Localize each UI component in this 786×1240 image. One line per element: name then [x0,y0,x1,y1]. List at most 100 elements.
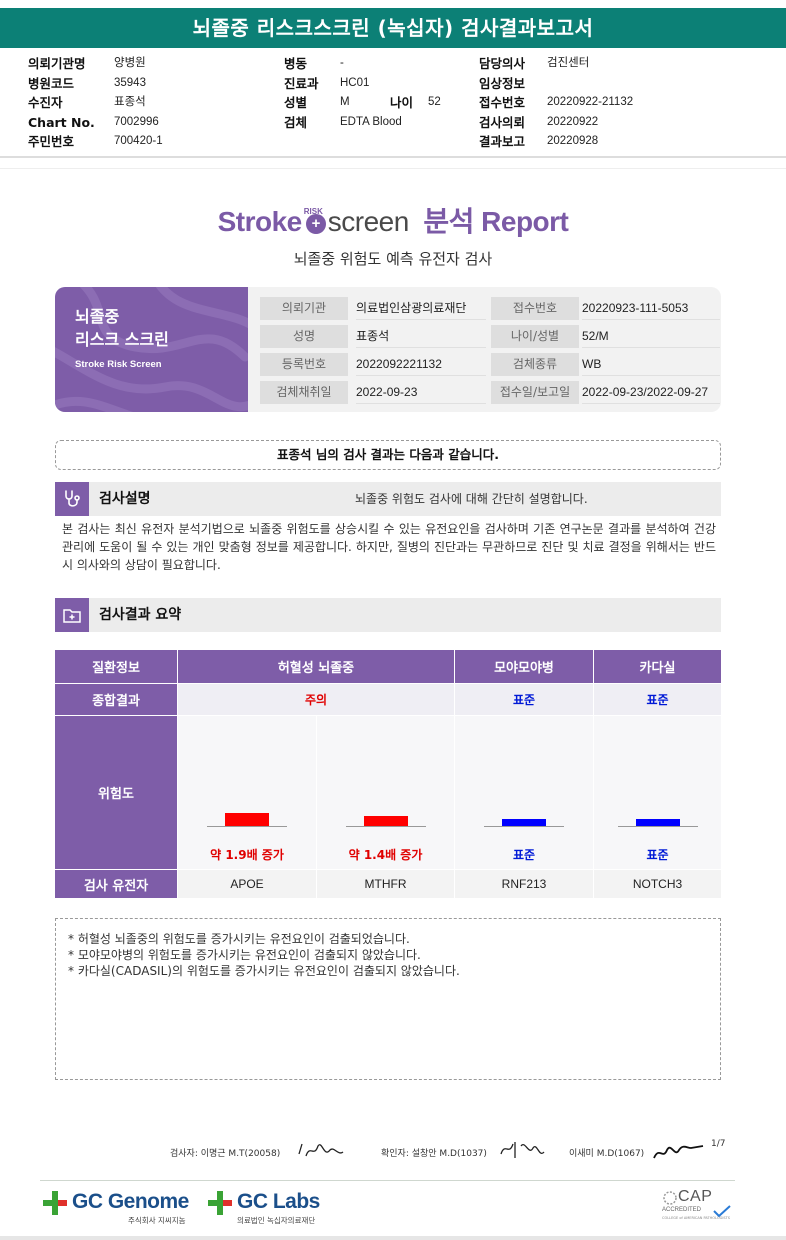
info-key: 나이/성별 [491,325,579,348]
header-field-value: - [340,57,344,69]
info-key: 의뢰기관 [260,297,348,320]
disease-name: 모야모야병 [455,650,593,683]
card-title-line1: 뇌졸중 [75,307,120,326]
cap-accredited-logo: CAP ACCREDITED COLLEGE of AMERICAN PATHO… [660,1188,735,1224]
age-label: 나이 [390,95,414,110]
header-field: 검사의뢰 20220922 [479,113,739,133]
plus-circle-icon: RISK + [304,207,326,234]
risk-cell: 약 1.9배 증가 [178,716,316,869]
stethoscope-icon [55,482,89,516]
gene-name: APOE [178,870,316,898]
header-field-value: HC01 [340,76,370,89]
info-row: 등록번호 2022092221132 검체종류 WB [260,350,720,378]
section-description-header: 검사설명 뇌졸중 위험도 검사에 대해 간단히 설명합니다. [55,482,721,516]
gene-name: RNF213 [455,870,593,898]
gc-cross-icon [43,1191,67,1215]
info-value: WB [582,353,720,376]
brand-stroke: Stroke [217,206,303,237]
header-field-value: M [340,96,350,108]
risk-bar [635,819,680,826]
header-divider-2 [0,168,786,169]
info-key: 접수번호 [491,297,579,320]
overall-result: 표준 [594,684,721,715]
info-grid: 의뢰기관 의료법인삼광의료재단 접수번호 20220923-111-5053 성명 표종석… [260,294,720,406]
gc-labs-name: GC Labs [237,1190,320,1214]
header-field-value: 양병원 [114,57,146,69]
brand-risk: RISK [303,207,323,216]
header-field: 주민번호 700420-1 [28,132,268,152]
confirmer-name: 확인자: 설창안 M.D(1037) [381,1149,487,1159]
header-field-value: 20220922-21132 [547,96,634,108]
overall-result: 표준 [455,684,593,715]
header-field-label: 병동 [284,56,308,71]
cap-mark-icon [663,1191,677,1205]
disease-name: 카다실 [594,650,721,683]
examiner-signature [298,1143,344,1157]
info-value: 2022092221132 [356,353,486,376]
risk-baseline [345,826,426,827]
disease-row-label: 질환정보 [55,650,177,683]
gc-labs-logo: GC Labs 의료법인 녹십자의료재단 [207,1190,320,1225]
report-subtitle: 뇌졸중 위험도 예측 유전자 검사 [293,250,493,268]
cap-title: CAP [678,1188,713,1205]
info-value: 52/M [582,325,720,348]
result-notes-box: * 허혈성 뇌졸중의 위험도를 증가시키는 유전요인이 검출되었습니다. * 모야… [55,918,721,1080]
examiner-name: 검사자: 이명근 M.T(20058) [170,1149,281,1159]
card-subtitle: Stroke Risk Screen [75,359,162,370]
header-field-label: 수진자 [28,95,63,110]
risk-bar [363,816,408,826]
header-field: Chart No. 7002996 [28,113,268,133]
doctor2-signature [653,1145,704,1159]
section-summary-header: 검사결과 요약 [55,598,721,632]
header-field-label: 검체 [284,114,308,130]
header-field: 성별 M [284,93,464,113]
card-banner: 뇌졸중 리스크 스크린 Stroke Risk Screen [55,287,248,412]
overall-result: 주의 [178,684,454,715]
info-key: 성명 [260,325,348,348]
gc-labs-sub: 의료법인 녹십자의료재단 [237,1216,316,1225]
description-paragraph: 본 검사는 최신 유전자 분석기법으로 뇌졸중 위험도를 상승시킬 수 있는 유… [62,522,716,572]
gc-labs-text: GC Labs [237,1190,320,1213]
cap-sub: ACCREDITED [662,1207,702,1213]
header-field-value: EDTA Blood [340,115,402,128]
header-field-label: 주민번호 [28,134,75,149]
gc-genome-sub: 주식회사 지씨지놈 [128,1216,186,1225]
header-field: 의뢰기관명 양병원 [28,54,268,74]
header-field-value: 700420-1 [114,135,163,147]
overall-row-label: 종합결과 [55,684,177,715]
section-summary-title: 검사결과 요약 [99,607,182,623]
doctor2-name: 이새미 M.D(1067) [569,1149,645,1159]
info-key: 검체채취일 [260,381,348,404]
header-field-value: 검진센터 [547,57,590,69]
section-description-title: 검사설명 [99,491,151,507]
info-value: 표종석 [356,325,486,348]
header-field-value: 35943 [114,76,146,89]
header-col-2: 병동 - 진료과 HC01 성별 M 검체 EDTA Blood [284,54,464,132]
brand-title: Stroke RISK + screen 분석 Report [0,200,786,240]
gc-genome-text: GC Genome [72,1190,189,1213]
report-title-bar: 뇌졸중 리스크스크린 (녹십자) 검사결과보고서 [0,8,786,48]
confirmer-signature [500,1142,545,1158]
note-line: * 카다실(CADASIL)의 위험도를 증가시키는 유전요인이 검출되지 않았… [68,964,460,978]
gene-name: NOTCH3 [594,870,721,898]
header-field-value: 20220928 [547,135,599,147]
patient-header: 의뢰기관명 양병원 병원코드 35943 수진자 표종석 Chart No. 7002996 주… [0,54,786,154]
results-table: 질환정보 허혈성 뇌졸중 모야모야병 카다실 종합결과 주의 표준 표준 위험도… [55,650,721,898]
header-col-3: 담당의사 검진센터 임상정보 접수번호 20220922-21132 검사의뢰 202209… [479,54,739,152]
info-key: 등록번호 [260,353,348,376]
brand-screen: screen [327,206,410,237]
header-field-value: 7002996 [114,115,159,128]
disease-name: 허혈성 뇌졸중 [178,650,454,683]
footer-divider [40,1180,735,1181]
header-field-label: 임상정보 [479,75,526,91]
header-field-value: 20220922 [547,115,599,128]
note-line: * 허혈성 뇌졸중의 위험도를 증가시키는 유전요인이 검출되었습니다. [68,932,410,946]
header-field-label: 병원코드 [28,75,75,91]
checkmark-icon [713,1205,731,1218]
note-line: * 모야모야병의 위험도를 증가시키는 유전요인이 검출되지 않았습니다. [68,948,421,962]
header-field: 결과보고 20220928 [479,132,739,152]
gc-genome-name: GC Genome [72,1190,189,1214]
info-value: 2022-09-23 [356,381,486,404]
risk-label: 약 1.4배 증가 [348,848,423,862]
